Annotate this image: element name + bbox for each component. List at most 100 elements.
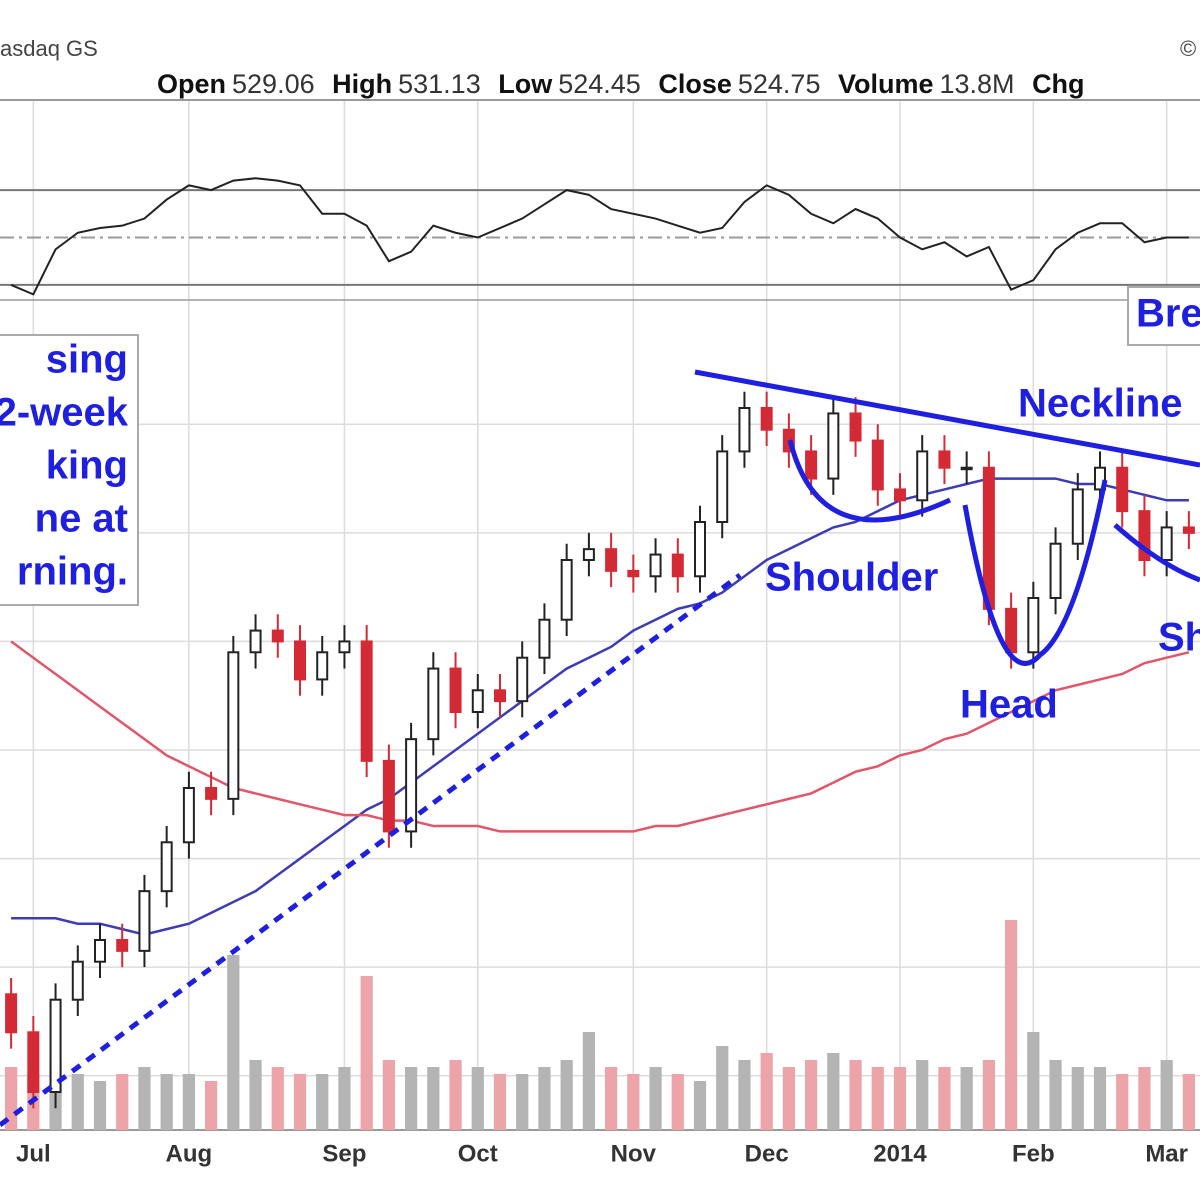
- right-shoulder-curve: [1113, 523, 1200, 583]
- volume-bar: [71, 1074, 84, 1130]
- quote-value: 531.13: [398, 69, 481, 99]
- volume-bar: [1182, 1074, 1195, 1130]
- candle-body: [871, 439, 884, 491]
- volume-bar: [671, 1074, 684, 1130]
- rsi-layer: [0, 177, 1200, 296]
- candle-body: [271, 629, 284, 643]
- volume-bar: [782, 1067, 795, 1130]
- candle-body: [960, 466, 973, 471]
- volume-bar: [316, 1074, 329, 1130]
- candle-body: [494, 689, 506, 703]
- quote-value: 13.8M: [940, 69, 1015, 99]
- x-tick-label: Mar: [1145, 1140, 1188, 1167]
- volume-bar: [1071, 1067, 1084, 1130]
- candle-body: [1005, 607, 1018, 654]
- volume-bar: [982, 1060, 995, 1130]
- candle-body: [1049, 542, 1062, 600]
- candle-body: [560, 559, 573, 621]
- candle-body: [182, 787, 195, 844]
- candle-body: [427, 667, 440, 741]
- volume-bar: [893, 1067, 907, 1130]
- neckline-line: [694, 369, 1200, 468]
- candle-body: [405, 738, 418, 833]
- candle-body: [116, 939, 129, 952]
- candle-body: [1182, 526, 1195, 534]
- candle-body: [316, 651, 329, 681]
- volume-bar: [1116, 1074, 1129, 1130]
- candle-body: [938, 450, 951, 469]
- volume-bar: [538, 1067, 551, 1130]
- head-curve: [962, 479, 1108, 666]
- x-tick-label: Nov: [611, 1140, 657, 1167]
- moving-average: [10, 640, 1190, 833]
- exchange: asdaq GS: [0, 36, 98, 61]
- candle-body: [1160, 526, 1173, 562]
- candle-body: [294, 640, 306, 681]
- x-tick-label: Feb: [1012, 1140, 1055, 1167]
- volume-layer: [5, 920, 1195, 1130]
- volume-bar: [160, 1074, 173, 1130]
- volume-bar: [427, 1067, 440, 1130]
- candle-layer: [5, 391, 1195, 1109]
- volume-bar: [338, 1067, 351, 1130]
- volume-bar: [805, 1060, 818, 1130]
- quote-value: 524.75: [738, 69, 821, 99]
- candle-body: [227, 651, 240, 800]
- quote-line: Open 529.06 High 531.13 Low 524.45 Close 524…: [157, 69, 1085, 99]
- volume-bar: [5, 1067, 18, 1130]
- volume-bar: [1160, 1060, 1173, 1130]
- volume-bar: [493, 1074, 507, 1130]
- candle-body: [627, 569, 640, 578]
- candle-body: [538, 618, 551, 659]
- panel-frame: [0, 99, 1200, 1131]
- candle-body: [1116, 466, 1129, 513]
- volume-bar: [471, 1067, 484, 1130]
- shoulder-label: Sh: [1158, 616, 1200, 660]
- candle-body: [649, 553, 662, 578]
- candle-body: [49, 998, 62, 1094]
- quote-label: Volume: [838, 69, 934, 99]
- source-mark: ©: [1180, 36, 1196, 61]
- candle-body: [827, 412, 840, 480]
- volume-bar: [938, 1067, 951, 1130]
- volume-bar: [271, 1067, 284, 1130]
- candle-body: [471, 689, 484, 713]
- candle-body: [849, 412, 862, 442]
- quote-label: Open: [157, 69, 226, 99]
- x-tick-label: Sep: [322, 1140, 366, 1167]
- volume-bar: [293, 1074, 307, 1130]
- candle-body: [916, 450, 929, 502]
- trend-line: [0, 572, 742, 1128]
- quote-label: High: [332, 69, 392, 99]
- volume-bar: [849, 1060, 862, 1130]
- volume-bar: [227, 955, 240, 1130]
- volume-bar: [693, 1081, 707, 1130]
- volume-bar: [760, 1053, 773, 1130]
- candle-body: [894, 488, 906, 502]
- candle-body: [382, 759, 395, 833]
- volume-bar: [182, 1074, 195, 1130]
- quote-label: Low: [498, 69, 553, 99]
- candle-body: [738, 407, 751, 453]
- volume-bar: [249, 1060, 262, 1130]
- callout-line: rning.: [17, 550, 128, 594]
- callout-line: 2-week: [0, 391, 129, 435]
- volume-bar: [449, 1060, 462, 1130]
- candle-body: [760, 407, 773, 431]
- candle-body: [671, 553, 684, 578]
- callout-line: sing: [46, 338, 128, 382]
- volume-bar: [605, 1067, 618, 1130]
- candle-body: [1094, 466, 1106, 491]
- volume-bar: [716, 1046, 729, 1130]
- quote-value: 529.06: [232, 69, 315, 99]
- candle-body: [805, 450, 818, 480]
- candle-body: [5, 993, 18, 1034]
- candle-body: [449, 667, 462, 713]
- candle-body: [160, 841, 173, 893]
- x-tick-label: Aug: [166, 1140, 213, 1167]
- volume-bar: [1049, 1060, 1062, 1130]
- volume-bar: [916, 1060, 929, 1130]
- quote-label: Close: [658, 69, 732, 99]
